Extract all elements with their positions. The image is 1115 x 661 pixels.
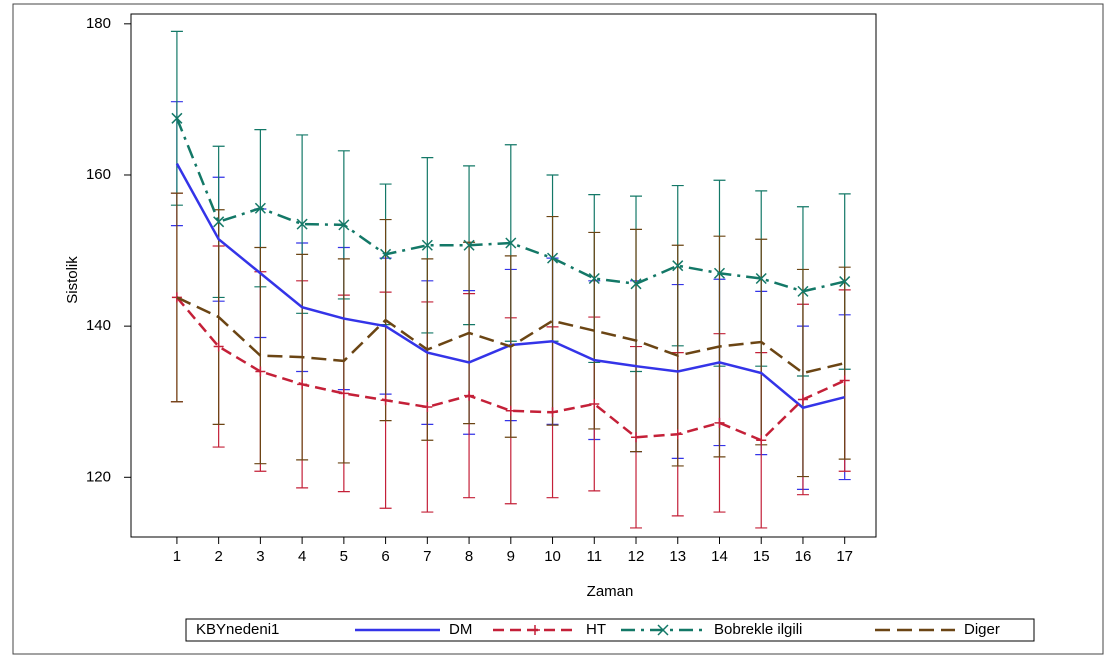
x-tick-label: 6 — [381, 548, 389, 565]
point-marker — [213, 216, 225, 228]
point-marker — [463, 239, 475, 251]
point-marker — [657, 624, 669, 636]
point-marker — [589, 398, 600, 409]
x-tick-label: 16 — [795, 548, 812, 565]
x-axis-label: Zaman — [587, 583, 634, 600]
point-marker — [797, 285, 809, 297]
x-tick-label: 4 — [298, 548, 306, 565]
point-marker — [530, 625, 540, 635]
point-marker — [338, 219, 350, 231]
point-marker — [213, 341, 224, 352]
legend-label: Bobrekle ilgili — [714, 621, 802, 638]
point-marker — [254, 202, 266, 214]
legend-title: KBYnedeni1 — [196, 621, 279, 638]
point-marker — [421, 239, 433, 251]
point-marker — [755, 272, 767, 285]
x-tick-label: 11 — [586, 548, 602, 565]
point-marker — [297, 379, 308, 390]
x-tick-label: 13 — [669, 548, 686, 565]
y-tick-label: 140 — [86, 317, 111, 334]
point-marker — [380, 395, 391, 406]
legend-label: DM — [449, 621, 472, 638]
x-tick-label: 14 — [711, 548, 728, 565]
error-bar — [838, 266, 851, 460]
point-marker — [171, 292, 182, 303]
point-marker — [464, 390, 475, 401]
x-tick-label: 17 — [836, 548, 853, 565]
plot-frame — [130, 13, 877, 538]
x-tick-label: 10 — [544, 548, 561, 565]
x-tick-label: 15 — [753, 548, 770, 565]
point-marker — [547, 252, 559, 264]
point-marker — [171, 112, 183, 124]
legend-label: Diger — [964, 621, 1000, 638]
point-marker — [672, 260, 684, 272]
legend-label: HT — [586, 621, 606, 638]
point-marker — [338, 388, 349, 399]
point-marker — [255, 366, 266, 377]
point-marker — [422, 402, 433, 413]
point-marker — [547, 407, 558, 418]
x-tick-label: 8 — [465, 548, 473, 565]
y-tick-label: 160 — [86, 166, 111, 183]
point-marker — [839, 375, 850, 386]
point-marker — [588, 272, 600, 285]
error-bar — [796, 268, 809, 478]
x-tick-label: 9 — [507, 548, 515, 565]
point-marker — [380, 248, 392, 260]
y-tick-label: 180 — [86, 15, 111, 32]
point-marker — [713, 267, 726, 279]
series-line — [175, 296, 846, 442]
point-marker — [296, 218, 308, 230]
point-marker — [839, 276, 851, 288]
x-tick-label: 7 — [423, 548, 431, 565]
point-marker — [714, 417, 725, 428]
y-axis-label: Sistolik — [64, 256, 81, 304]
point-marker — [797, 394, 808, 405]
point-marker — [631, 432, 642, 443]
point-marker — [630, 278, 642, 290]
x-tick-label: 12 — [628, 548, 645, 565]
point-marker — [756, 435, 767, 446]
x-tick-label: 3 — [256, 548, 264, 565]
point-marker — [672, 429, 683, 440]
x-tick-label: 5 — [340, 548, 348, 565]
legend-frame — [185, 618, 1035, 642]
x-tick-label: 2 — [214, 548, 222, 565]
x-tick-label: 1 — [173, 548, 181, 565]
error-bar — [546, 215, 559, 426]
series-line — [175, 163, 846, 410]
outer-frame — [12, 3, 1104, 655]
point-marker — [505, 405, 516, 416]
y-tick-label: 120 — [86, 468, 111, 485]
series-line — [176, 296, 845, 375]
point-marker — [505, 237, 517, 249]
